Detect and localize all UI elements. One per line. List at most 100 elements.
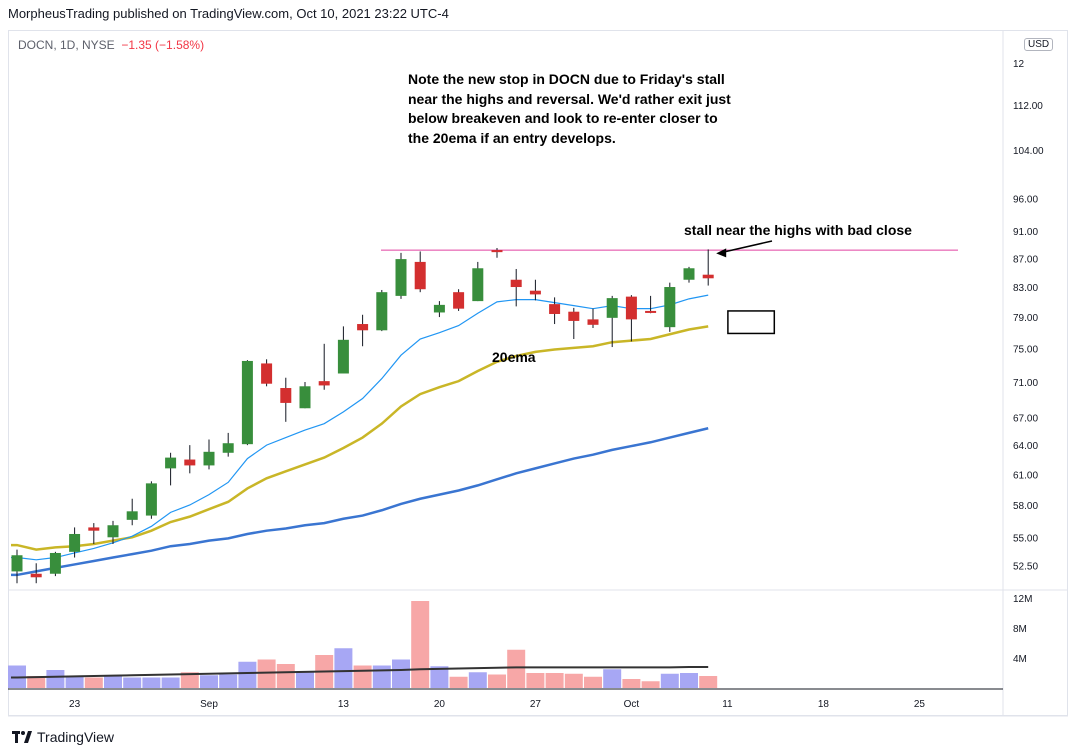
- candle-up: [664, 287, 676, 328]
- volume-bar: [257, 659, 276, 688]
- volume-bar: [468, 672, 487, 688]
- tradingview-logo[interactable]: TradingView: [12, 729, 114, 745]
- candle-up: [126, 511, 138, 520]
- volume-bar: [104, 676, 122, 688]
- symbol-name[interactable]: DOCN, 1D, NYSE: [18, 38, 115, 52]
- candle-up: [395, 259, 407, 296]
- sma50-line: [11, 427, 709, 577]
- candle-down: [88, 527, 100, 531]
- candle-down: [510, 279, 522, 288]
- volume-bar: [27, 676, 46, 688]
- candle-up: [49, 552, 61, 574]
- volume-bar: [392, 659, 410, 688]
- time-tick-label: Oct: [624, 699, 640, 710]
- volume-bar: [296, 671, 314, 688]
- volume-bar: [353, 665, 372, 688]
- volume-tick-label: 4M: [1013, 654, 1027, 665]
- volume-bar: [276, 664, 295, 688]
- candle-up: [145, 483, 157, 516]
- candle-up: [165, 457, 177, 469]
- candle-down: [318, 381, 330, 386]
- candle-up: [433, 304, 445, 313]
- time-tick-label: 18: [818, 699, 830, 710]
- price-tick-label: 71.00: [1013, 378, 1038, 389]
- candle-down: [645, 310, 657, 313]
- candle-down: [625, 296, 637, 320]
- candle-down: [280, 388, 292, 403]
- volume-bar: [65, 676, 84, 688]
- volume-bar: [507, 649, 526, 688]
- volume-tick-label: 8M: [1013, 624, 1027, 635]
- price-tick-label: 83.00: [1013, 283, 1038, 294]
- candle-down: [30, 573, 42, 578]
- volume-bar: [161, 677, 180, 688]
- volume-bar: [219, 674, 238, 688]
- price-tick-label: 96.00: [1013, 195, 1038, 206]
- candle-up: [472, 268, 484, 302]
- price-tick-label: 91.00: [1013, 227, 1038, 238]
- volume-bar: [622, 679, 641, 688]
- candle-up: [299, 386, 311, 409]
- price-tick-label: 112.00: [1013, 101, 1043, 112]
- volume-bar: [411, 601, 430, 688]
- ema10-line: [11, 294, 709, 561]
- price-tick-label: 79.00: [1013, 313, 1038, 324]
- annotation-stall-label: stall near the highs with bad close: [684, 222, 912, 238]
- volume-bar: [123, 677, 142, 688]
- stall-arrow-line: [722, 240, 773, 254]
- publisher-line: MorpheusTrading published on TradingView…: [8, 6, 449, 21]
- volume-bar: [641, 681, 660, 688]
- volume-bar: [430, 666, 449, 688]
- price-tick-label: 87.00: [1013, 254, 1038, 265]
- volume-bar: [564, 673, 583, 688]
- candle-up: [11, 555, 23, 572]
- volume-bar: [142, 677, 161, 688]
- volume-bar: [488, 674, 506, 688]
- volume-bar: [46, 670, 65, 688]
- candle-up: [683, 268, 695, 280]
- candle-down: [261, 363, 273, 384]
- volume-ma-line: [11, 666, 709, 679]
- candle-down: [702, 274, 714, 279]
- candle-up: [222, 443, 234, 453]
- time-tick-label: 20: [434, 699, 446, 710]
- volume-tick-label: 12M: [1013, 594, 1032, 605]
- candle-up: [203, 451, 215, 466]
- volume-bar: [84, 677, 103, 688]
- price-tick-label: 58.00: [1013, 501, 1038, 512]
- price-tick-label: 64.00: [1013, 441, 1038, 452]
- annotation-note: Note the new stop in DOCN due to Friday'…: [408, 71, 731, 146]
- candle-down: [491, 250, 503, 253]
- candle-down: [414, 261, 426, 290]
- time-tick-label: 23: [69, 699, 81, 710]
- price-change: −1.35 (−1.58%): [121, 38, 205, 52]
- price-tick-label: 12: [1013, 59, 1025, 70]
- price-tick-label: 67.00: [1013, 413, 1038, 424]
- annotation-ema-label: 20ema: [492, 349, 536, 365]
- volume-bar: [372, 665, 391, 688]
- symbol-legend: DOCN, 1D, NYSE −1.35 (−1.58%): [18, 38, 204, 52]
- candle-up: [69, 533, 81, 552]
- currency-badge[interactable]: USD: [1024, 38, 1054, 51]
- candle-down: [529, 290, 541, 295]
- candle-up: [376, 292, 388, 331]
- time-tick-label: 27: [530, 699, 542, 710]
- candle-down: [549, 304, 561, 314]
- time-tick-label: Sep: [200, 699, 218, 710]
- volume-bar: [334, 648, 353, 688]
- stall-arrow-head: [716, 248, 727, 258]
- tradingview-logo-icon: [12, 731, 32, 743]
- candle-up: [337, 339, 349, 374]
- stop-box: [727, 310, 776, 335]
- time-tick-label: 13: [338, 699, 350, 710]
- candle-down: [453, 292, 465, 309]
- volume-bar: [545, 673, 564, 688]
- price-tick-label: 75.00: [1013, 345, 1038, 356]
- candle-down: [184, 459, 196, 466]
- candle-down: [587, 319, 599, 325]
- volume-bar: [603, 669, 622, 688]
- volume-bar: [449, 676, 468, 688]
- time-tick-label: 25: [914, 699, 926, 710]
- volume-bar: [699, 676, 718, 688]
